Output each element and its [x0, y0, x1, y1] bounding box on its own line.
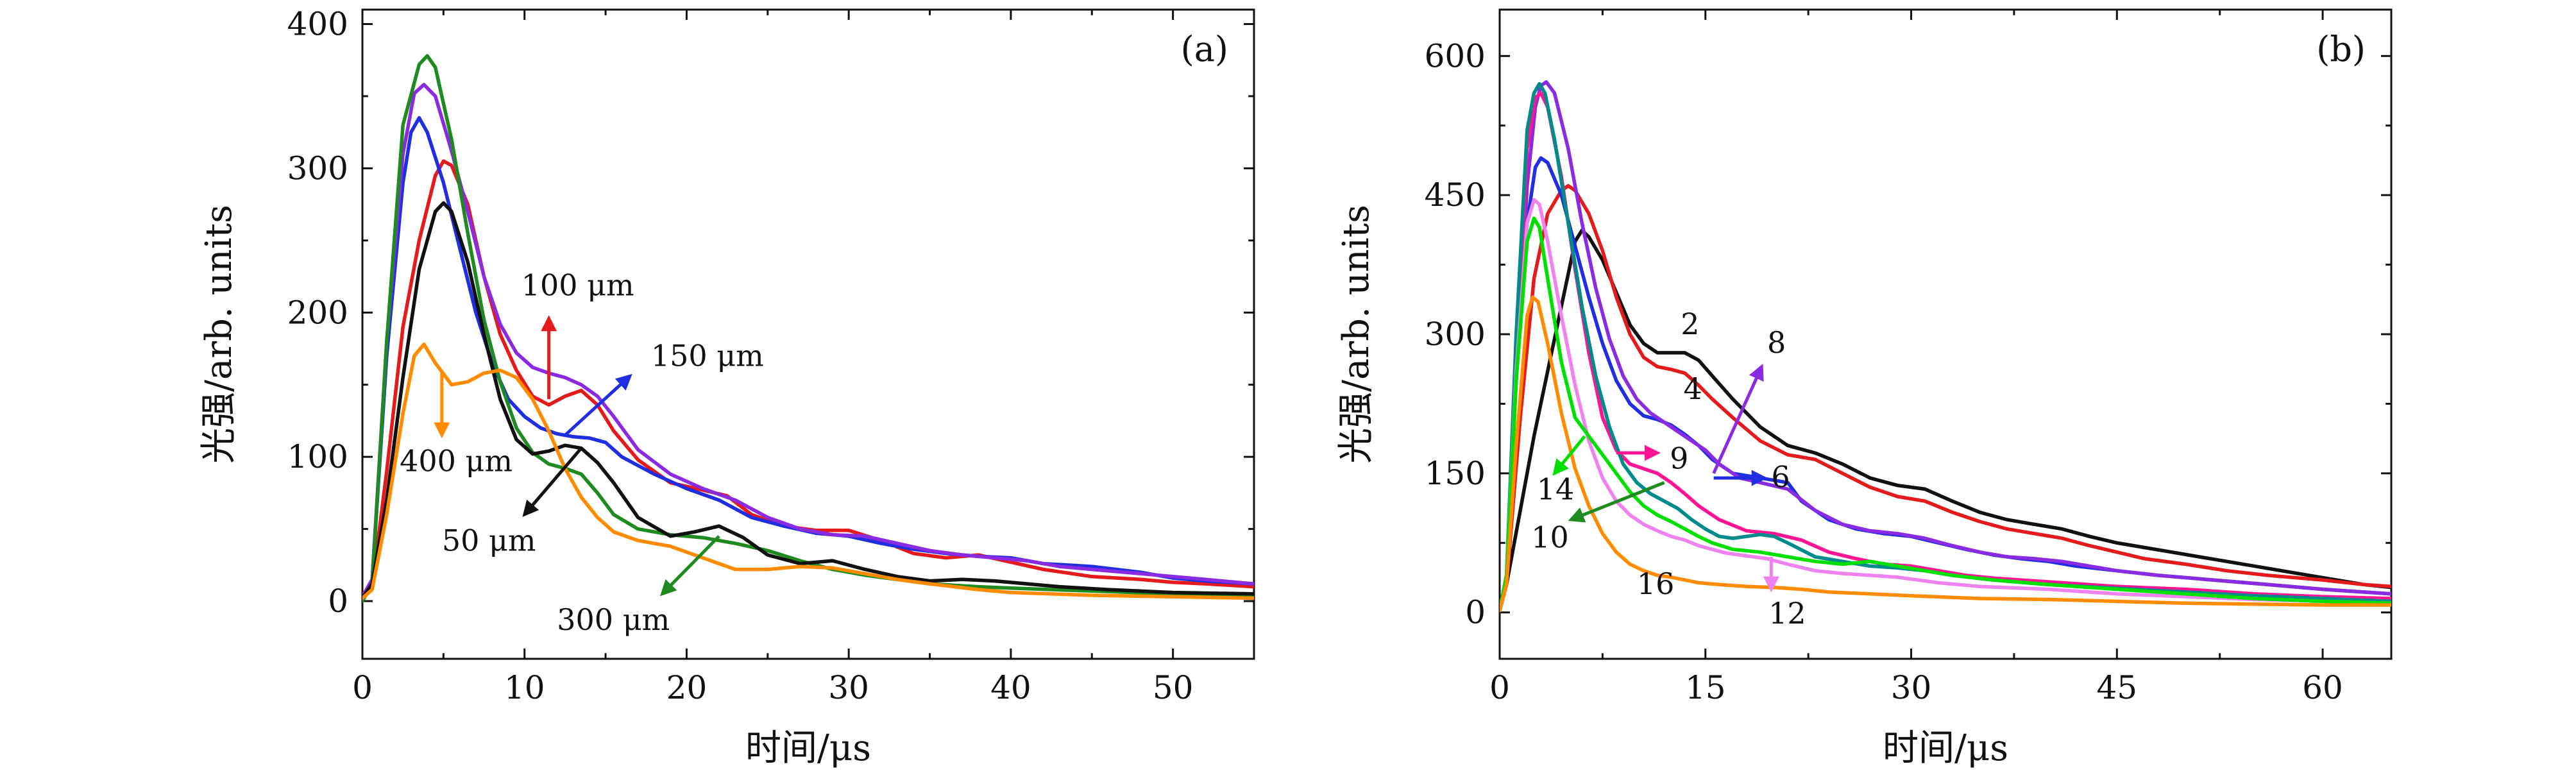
y-tick-label: 100: [287, 438, 348, 475]
panel-label: (a): [1181, 29, 1228, 69]
annotation-label: 300 μm: [557, 602, 670, 637]
series-line: [1500, 216, 2391, 613]
series-line: [1500, 80, 2391, 613]
annotation-arrow: [522, 447, 583, 517]
series-line: [362, 83, 1254, 599]
series-line: [1500, 228, 2391, 613]
plot-frame: [1498, 8, 2393, 660]
series-line: [362, 201, 1254, 600]
series-line: [1500, 81, 2391, 613]
y-tick-label: 200: [287, 294, 348, 331]
annotation-label: 12: [1768, 596, 1806, 631]
panel-b-chart: 0 15 30 45 6001503004506002489614101612(b)时间…: [1335, 8, 2393, 769]
y-tick-label: 0: [1465, 594, 1486, 631]
annotation-label: 400 μm: [400, 444, 513, 479]
x-tick-label: 30: [1891, 669, 1932, 706]
panel-label: (b): [2316, 29, 2366, 69]
series-line: [1500, 295, 2391, 613]
annotation-arrow: [1568, 480, 1665, 523]
x-tick-label: 45: [2096, 669, 2137, 706]
series-line: [362, 54, 1254, 603]
annotation-label: 2: [1681, 307, 1699, 341]
x-tick-label: 10: [504, 669, 545, 706]
annotation-arrow: [1552, 435, 1586, 476]
y-tick-label: 300: [1425, 316, 1486, 353]
series-line: [362, 159, 1254, 596]
y-tick-label: 400: [287, 5, 348, 42]
x-tick-label: 30: [828, 669, 869, 706]
series-group: [362, 54, 1254, 603]
y-tick-label: 600: [1425, 37, 1486, 74]
series-group: [1500, 80, 2391, 613]
x-tick-label: 0: [352, 669, 373, 706]
series-line: [362, 342, 1254, 600]
y-tick-label: 0: [328, 582, 348, 620]
x-tick-label: 40: [990, 669, 1031, 706]
y-axis-title: 光强/arb. units: [198, 205, 240, 464]
x-axis-title: 时间/μs: [1883, 727, 2008, 769]
x-tick-label: 50: [1153, 669, 1194, 706]
y-axis-title: 光强/arb. units: [1335, 205, 1377, 464]
panel-a-chart: 0 10 20 30 40 50 0 100 200 300 400 100 μm 150 μm 400 …: [198, 5, 1255, 769]
annotation-label: 4: [1684, 371, 1702, 406]
series-line: [1500, 91, 2391, 613]
x-tick-label: 60: [2302, 669, 2343, 706]
annotation-arrow: [1712, 364, 1764, 474]
annotation-arrow: [564, 373, 632, 437]
annotation-label: 9: [1670, 441, 1688, 476]
series-line: [1500, 198, 2391, 613]
x-axis-title: 时间/μs: [745, 727, 871, 769]
y-tick-label: 450: [1425, 176, 1486, 214]
annotation-label: 6: [1771, 460, 1790, 495]
x-tick-label: 15: [1685, 669, 1726, 706]
y-tick-label: 150: [1425, 455, 1486, 492]
annotation-label: 8: [1767, 325, 1786, 360]
y-tick-label: 300: [287, 149, 348, 187]
annotation-label: 150 μm: [651, 338, 764, 373]
annotation-label: 14: [1537, 471, 1575, 506]
annotation-label: 50 μm: [442, 523, 536, 557]
annotation-label: 100 μm: [521, 268, 634, 302]
plot-frame: [361, 8, 1255, 660]
x-tick-label: 20: [666, 669, 708, 706]
x-tick-label: 0: [1489, 669, 1510, 706]
annotation-label: 10: [1531, 520, 1569, 555]
annotation-label: 16: [1637, 566, 1675, 601]
annotation-arrow: [660, 535, 720, 597]
series-line: [1500, 183, 2391, 613]
